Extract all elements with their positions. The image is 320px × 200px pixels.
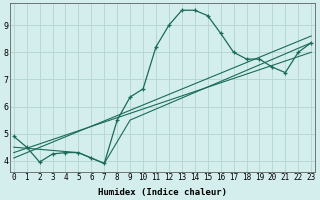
X-axis label: Humidex (Indice chaleur): Humidex (Indice chaleur) xyxy=(98,188,227,197)
